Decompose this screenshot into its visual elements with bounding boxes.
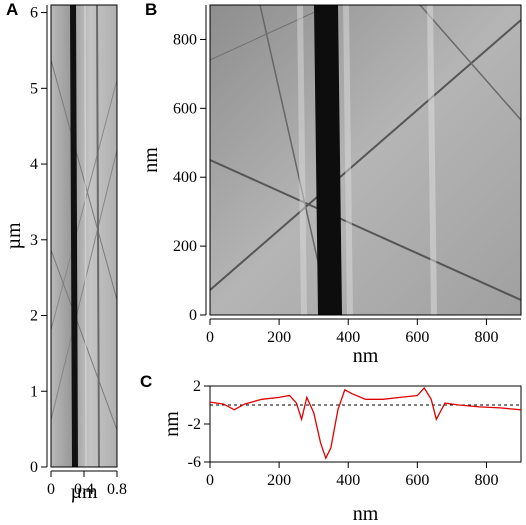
- y-tick-label-b: 400: [173, 169, 197, 186]
- height-profile-line: [209, 386, 522, 460]
- y-tick-label-a: 4: [30, 156, 38, 173]
- y-tick-label-a: 1: [30, 383, 38, 400]
- x-tick-label-a: 0.4: [74, 481, 94, 498]
- y-tick-label-c: 2: [193, 378, 201, 395]
- y-tick-label-a: 3: [30, 232, 38, 249]
- y-tick-label-a: 2: [30, 308, 38, 325]
- x-tick-label-c: 400: [336, 472, 360, 489]
- y-tick-label-c: -6: [188, 454, 201, 471]
- panel-label-a: A: [6, 0, 19, 19]
- x-tick-label-c: 200: [267, 472, 291, 489]
- x-tick-label-b: 800: [474, 329, 498, 346]
- y-axis-title-b: nm: [140, 147, 162, 173]
- afm-image-b: [209, 4, 522, 316]
- x-tick-label-b: 0: [206, 329, 214, 346]
- x-tick-label-a: 0: [47, 481, 55, 498]
- x-tick-label-c: 0: [206, 472, 214, 489]
- y-tick-label-a: 6: [30, 5, 38, 22]
- y-axis-title-c: nm: [161, 411, 183, 437]
- x-axis-title-a: µm: [70, 481, 98, 503]
- y-tick-label-a: 0: [30, 459, 38, 476]
- panel-label-c: C: [140, 372, 153, 391]
- profile-plot: [209, 386, 522, 460]
- x-axis-title-b: nm: [353, 345, 379, 367]
- x-tick-label-a: 0.8: [107, 481, 127, 498]
- y-tick-label-c: -2: [188, 416, 201, 433]
- x-tick-label-b: 200: [267, 329, 291, 346]
- x-tick-label-c: 800: [474, 472, 498, 489]
- panel-label-b: B: [145, 0, 158, 19]
- axes-group: 0 0.4 0.8 0 1 2 3 4 5 6 µm µm 0 200 400 600 800 0 200 400 60…: [3, 5, 522, 525]
- x-tick-label-c: 600: [405, 472, 429, 489]
- y-tick-label-b: 0: [189, 307, 197, 324]
- y-tick-label-b: 200: [173, 238, 197, 255]
- afm-image-a: [50, 4, 118, 468]
- y-tick-label-b: 800: [173, 31, 197, 48]
- x-axis-title-c: nm: [353, 503, 379, 525]
- plot-frame-c: [209, 385, 522, 463]
- y-tick-label-b: 600: [173, 100, 197, 117]
- x-tick-label-b: 600: [405, 329, 429, 346]
- y-tick-label-a: 5: [30, 80, 38, 97]
- x-tick-label-b: 400: [336, 329, 360, 346]
- y-axis-title-a: µm: [3, 222, 25, 250]
